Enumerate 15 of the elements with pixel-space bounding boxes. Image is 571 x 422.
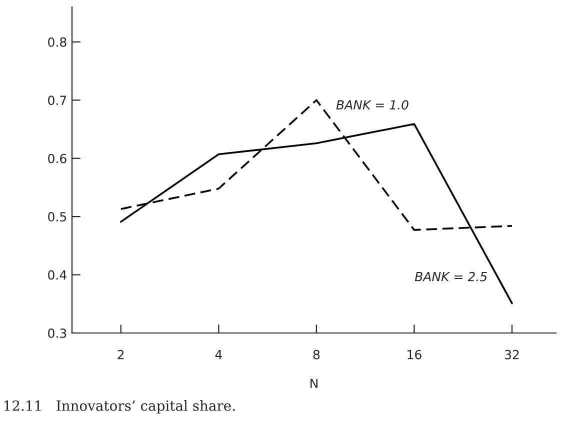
y-tick-label: 0.6 bbox=[48, 154, 66, 164]
text: 12.11 Innovators’ capital share. bbox=[4, 400, 235, 414]
x-tick-label: 2 bbox=[118, 350, 124, 360]
x-tick-label: 4 bbox=[215, 350, 222, 360]
y-tick-label: 0.5 bbox=[48, 212, 66, 222]
x-tick-label: 8 bbox=[313, 350, 320, 360]
y-tick-label: 0.7 bbox=[48, 96, 66, 106]
y-tick-label: 0.8 bbox=[48, 37, 66, 47]
series-label: BANK = 2.5 bbox=[414, 272, 487, 282]
series-label: BANK = 1.0 bbox=[336, 100, 408, 110]
x-tick-label: 32 bbox=[505, 350, 519, 360]
y-tick-label: 0.4 bbox=[48, 270, 66, 280]
x-tick-label: 16 bbox=[408, 350, 422, 360]
y-tick-label: 0.3 bbox=[48, 328, 66, 338]
x-axis-title: N bbox=[310, 378, 318, 388]
